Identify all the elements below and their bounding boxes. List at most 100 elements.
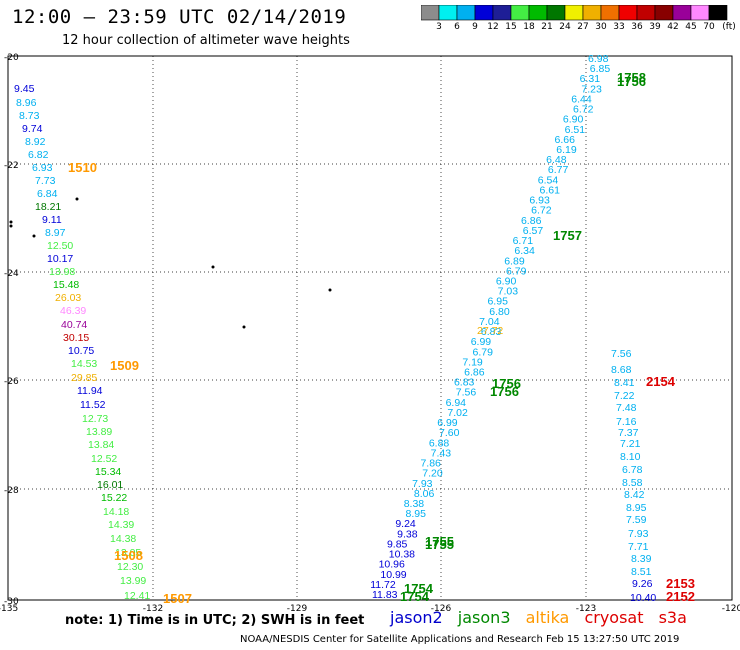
wave-height-value: 6.94 [446, 397, 467, 409]
wave-height-value: 16.01 [97, 479, 123, 491]
wave-height-value: 7.93 [628, 528, 649, 540]
legend-altika: altika [525, 608, 570, 627]
island [9, 224, 13, 228]
x-tick-label: -126 [431, 604, 452, 614]
wave-height-value: 9.24 [395, 518, 416, 530]
pass-time-label: 1754 [404, 581, 434, 596]
wave-height-value: 9.11 [42, 214, 62, 226]
wave-height-value: 11.94 [77, 385, 103, 397]
wave-height-value: 8.68 [611, 364, 632, 376]
wave-height-value: 6.99 [437, 417, 458, 429]
y-tick-label: -20 [4, 53, 19, 63]
wave-height-value: 6.72 [573, 104, 594, 116]
wave-height-value: 10.17 [47, 253, 73, 265]
wave-height-value: 8.10 [620, 451, 641, 463]
wave-height-value: 6.83 [454, 377, 475, 389]
wave-height-value: 6.66 [554, 134, 575, 146]
color-scale-tick: 9 [472, 22, 478, 32]
wave-height-value: 12.52 [91, 453, 117, 465]
wave-height-value: 7.19 [462, 356, 483, 368]
color-scale-tick: 18 [523, 22, 535, 32]
axis-labels: -135 -132 -129 -126 -123 -120 -20 -22 -24 -26 -28 -… [0, 53, 740, 614]
wave-height-value: 6.71 [513, 235, 534, 247]
island [32, 234, 36, 238]
wave-height-value: 15.34 [95, 466, 121, 478]
legend-s3a: s3a [658, 608, 687, 627]
wave-height-value: 6.83 [481, 326, 502, 338]
wave-height-value: 14.18 [103, 506, 129, 518]
island [9, 220, 13, 224]
wave-height-value: 6.88 [429, 437, 450, 449]
color-scale-labels: 3 6 9 12 15 18 21 24 27 30 33 36 39 42 45 70 (ft) [421, 22, 736, 36]
footer-credit: NOAA/NESDIS Center for Satellite Applica… [240, 634, 680, 645]
pass-time-label: 1755 [425, 537, 454, 552]
wave-height-value: 26.03 [55, 292, 81, 304]
wave-height-value: 7.43 [431, 447, 452, 459]
pass-time-label: 1757 [553, 228, 582, 243]
map-frame [7, 55, 733, 601]
pass-time-label: 1754 [400, 589, 430, 604]
color-swatch [708, 5, 728, 21]
wave-height-value: 6.86 [521, 215, 542, 227]
wave-height-value: 8.41 [614, 377, 635, 389]
wave-height-value: 10.40 [630, 592, 656, 604]
color-scale-tick: 6 [454, 22, 460, 32]
wave-height-value: 13.84 [88, 439, 114, 451]
satellite-legend: jason2 jason3 altika cryosat s3a [390, 608, 697, 627]
wave-height-value: 6.34 [514, 245, 535, 257]
wave-height-value: 8.06 [414, 488, 435, 500]
chart-title: 12:00 – 23:59 UTC 02/14/2019 [12, 6, 347, 28]
color-scale-tick: 36 [631, 22, 643, 32]
color-scale-tick: 21 [541, 22, 553, 32]
wave-height-value: 8.51 [631, 566, 652, 578]
wave-height-value: 12.73 [82, 413, 108, 425]
map-grid [8, 56, 732, 600]
wave-height-value: 11.83 [372, 589, 398, 601]
wave-height-value: 6.57 [523, 225, 544, 237]
wave-height-value: 8.58 [622, 477, 643, 489]
wave-height-value: 11.72 [370, 579, 396, 591]
wave-height-value: 13.89 [86, 426, 112, 438]
pass-time-label: 2152 [666, 589, 695, 604]
wave-height-value: 6.54 [538, 174, 559, 186]
wave-height-value: 6.48 [546, 154, 567, 166]
wave-height-value: 7.20 [422, 468, 443, 480]
wave-height-value: 6.19 [556, 144, 577, 156]
legend-jason2: jason2 [390, 608, 443, 627]
wave-height-value: 7.73 [35, 175, 56, 187]
y-tick-label: -26 [4, 377, 19, 387]
wave-height-value: 14.39 [108, 519, 134, 531]
color-scale-tick: 30 [595, 22, 607, 32]
color-scale-tick: 15 [505, 22, 517, 32]
wave-height-value: 6.89 [504, 255, 525, 267]
wave-height-value: 6.95 [487, 296, 508, 308]
wave-height-value: 6.93 [32, 162, 53, 174]
wave-height-value: 9.45 [14, 83, 35, 95]
units-note: note: 1) Time is in UTC; 2) SWH is in fe… [65, 613, 365, 628]
island [242, 325, 246, 329]
wave-height-value: 14.53 [71, 358, 97, 370]
pass-time-label: 1756 [490, 384, 519, 399]
wave-height-value: 40.74 [61, 319, 87, 331]
color-scale-tick: 45 [685, 22, 697, 32]
map-border [7, 55, 733, 601]
pass-time-label: 1510 [68, 160, 97, 175]
wave-height-value: 7.93 [412, 478, 433, 490]
track-right: 7.56 8.688.417.227.48 7.167.377.218.106.78… [611, 348, 656, 604]
wave-height-value: 6.80 [489, 306, 510, 318]
pass-time-label: 1756 [617, 74, 646, 89]
color-scale-tick: 70 [703, 22, 715, 32]
wave-height-value: 8.39 [631, 553, 652, 565]
wave-height-value: 6.84 [37, 188, 58, 200]
wave-height-value: 15.48 [53, 279, 79, 291]
wave-height-value: 7.37 [618, 427, 639, 439]
track-time-labels: 1510150915081507175817561757175617561755… [68, 70, 695, 606]
x-tick-label: -120 [722, 604, 740, 614]
wave-height-value: 8.92 [25, 136, 46, 148]
wave-height-value: 8.38 [404, 498, 425, 510]
color-scale-unit: (ft) [722, 22, 736, 32]
wave-height-value: 13.98 [49, 266, 75, 278]
x-tick-label: -135 [0, 604, 18, 614]
wave-height-value: 8.95 [406, 508, 427, 520]
